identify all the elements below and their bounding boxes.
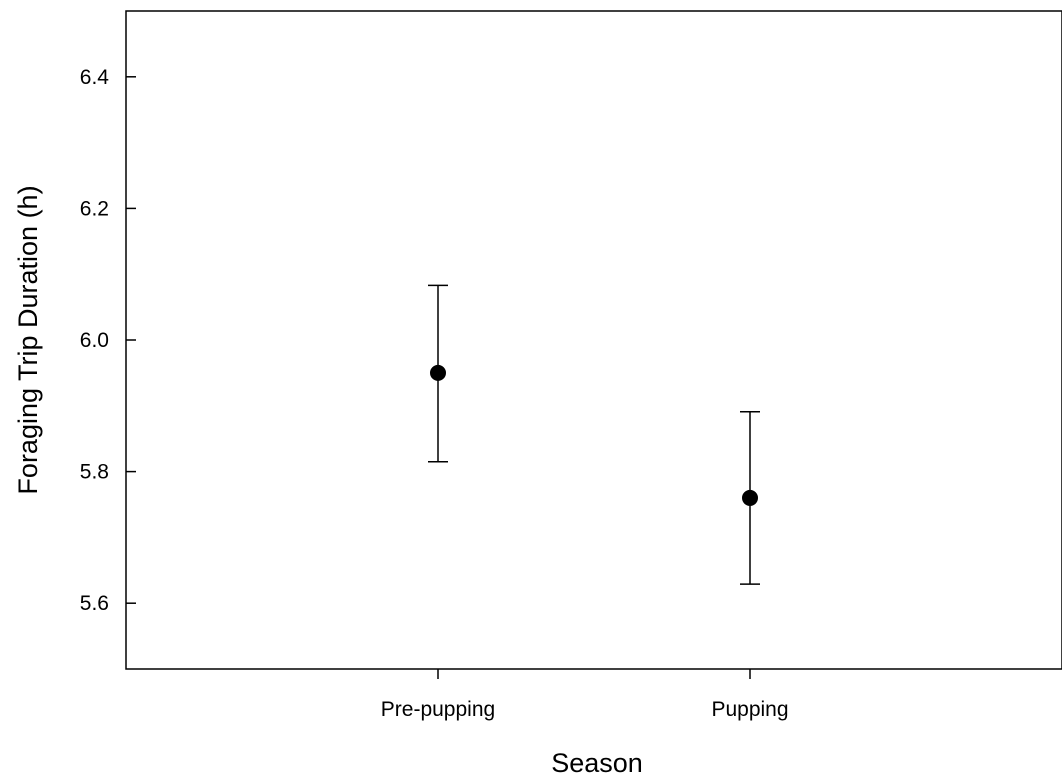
y-tick-label: 6.4 [80,66,110,89]
plot-border [125,10,1062,670]
data-series [428,284,760,585]
data-point [430,364,446,381]
y-tick-label: 6.0 [80,329,109,352]
data-point [742,489,758,506]
y-tick-label: 5.8 [80,461,109,484]
y-tick-label: 6.2 [80,197,109,220]
y-axis: 5.6 5.8 6.0 6.2 6.4 [80,66,136,615]
y-tick-label: 5.6 [80,592,109,615]
y-axis-title: Foraging Trip Duration (h) [13,185,43,494]
x-tick-label: Pupping [711,698,788,721]
x-axis: Pre-pupping Pupping [381,669,789,721]
plot-area [125,10,1062,670]
x-tick-label: Pre-pupping [381,698,495,721]
x-axis-title: Season [551,748,643,778]
